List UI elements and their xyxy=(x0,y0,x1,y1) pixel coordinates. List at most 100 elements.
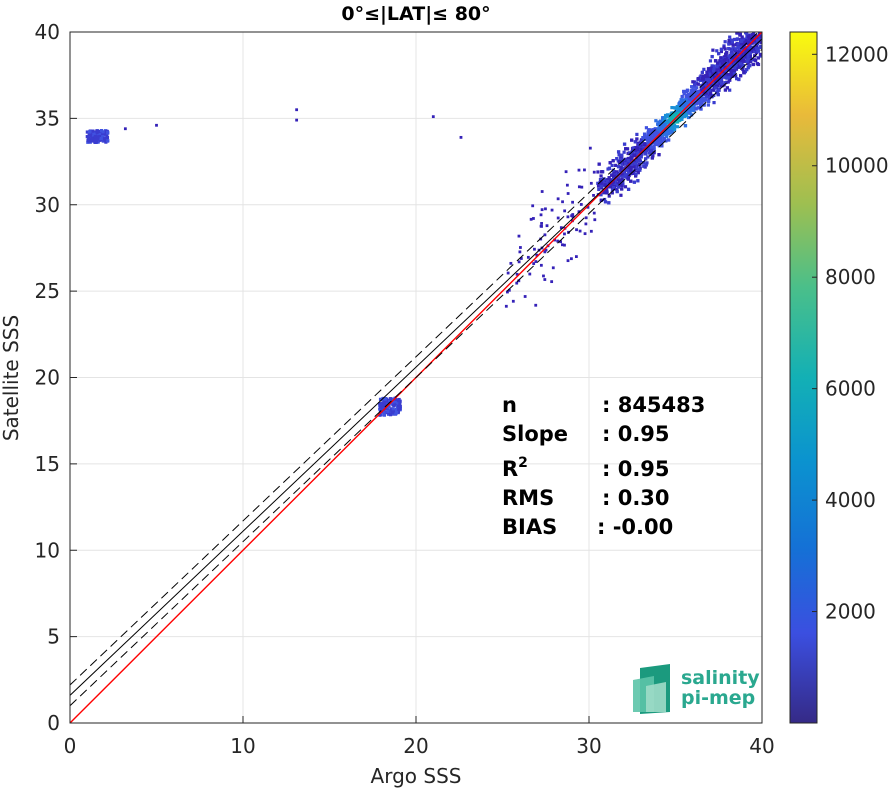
x-tick-label: 30 xyxy=(576,734,601,758)
density-cell xyxy=(717,52,721,56)
density-cell xyxy=(678,100,682,104)
density-cell xyxy=(735,32,739,35)
density-cell xyxy=(687,107,691,111)
density-cell xyxy=(656,122,660,126)
density-cell xyxy=(723,88,728,92)
x-tick-label: 40 xyxy=(749,734,774,758)
density-cell xyxy=(669,125,673,129)
density-cell xyxy=(526,255,530,259)
density-cell xyxy=(637,162,641,167)
stat-bias-value: : -0.00 xyxy=(597,515,673,539)
density-cell xyxy=(706,80,710,84)
density-cell xyxy=(707,77,712,82)
density-cell xyxy=(690,107,695,111)
density-cell xyxy=(511,299,515,303)
density-cell xyxy=(741,63,745,68)
density-cell xyxy=(383,400,387,404)
density-cell xyxy=(378,413,382,417)
density-cell xyxy=(718,59,722,63)
density-cell xyxy=(651,128,655,132)
density-cell xyxy=(634,174,638,178)
density-cell xyxy=(383,398,387,403)
density-cell xyxy=(551,266,555,270)
density-cell xyxy=(723,57,727,62)
density-cell xyxy=(539,213,543,217)
density-cell xyxy=(741,67,745,72)
y-tick-label: 30 xyxy=(35,193,60,217)
density-cell xyxy=(644,163,648,167)
density-cell xyxy=(728,66,733,70)
density-cell xyxy=(688,92,692,97)
density-cell xyxy=(729,70,733,74)
density-cell xyxy=(507,288,511,292)
density-cell xyxy=(730,40,734,44)
density-cell xyxy=(599,174,603,178)
density-cell xyxy=(381,403,385,407)
density-cell xyxy=(608,161,612,165)
density-cell xyxy=(748,43,752,47)
density-cell xyxy=(747,45,751,50)
density-cell xyxy=(517,279,521,283)
stat-n-value: : 845483 xyxy=(602,393,705,417)
density-cell xyxy=(697,95,702,99)
density-cell xyxy=(740,57,744,61)
density-cell xyxy=(589,181,593,185)
density-cell xyxy=(740,35,744,39)
density-cell xyxy=(638,159,643,163)
density-cell xyxy=(391,407,395,411)
density-cell xyxy=(723,40,727,44)
density-cell xyxy=(99,129,104,133)
stat-rms-label: RMS xyxy=(502,486,554,510)
density-cell xyxy=(704,94,709,98)
density-cell xyxy=(626,176,630,180)
density-cell xyxy=(713,79,717,83)
density-cell xyxy=(627,171,631,175)
density-cell xyxy=(719,56,723,60)
density-cell xyxy=(687,109,691,113)
density-cell xyxy=(712,69,716,73)
density-cell xyxy=(397,397,401,402)
stat-r2-label: R2 xyxy=(502,455,528,481)
logo-line2: pi-mep xyxy=(681,687,755,709)
density-cell xyxy=(610,163,614,168)
density-cell xyxy=(610,173,614,177)
density-cell xyxy=(706,86,710,90)
density-cell xyxy=(704,82,708,87)
density-cell xyxy=(703,97,707,101)
density-cell xyxy=(636,171,640,175)
density-cell xyxy=(631,171,635,176)
density-cell xyxy=(571,200,574,204)
density-cell xyxy=(691,88,695,92)
density-cell xyxy=(378,402,383,406)
density-cell xyxy=(559,226,563,230)
density-cell xyxy=(102,137,106,141)
density-cell xyxy=(738,33,742,37)
density-cell xyxy=(106,130,110,134)
density-cell xyxy=(710,69,714,74)
density-cell xyxy=(382,413,386,417)
density-cell xyxy=(736,42,740,46)
density-cell xyxy=(657,153,661,157)
density-cell xyxy=(621,182,625,186)
density-cell xyxy=(675,120,680,124)
density-cell xyxy=(575,228,578,232)
density-cell xyxy=(616,150,621,154)
density-cell xyxy=(388,413,393,417)
density-cell xyxy=(706,76,710,80)
density-cell xyxy=(735,77,739,81)
density-cell xyxy=(646,134,650,138)
density-cell xyxy=(685,88,690,92)
density-cell xyxy=(584,222,588,226)
density-cell xyxy=(616,182,620,186)
density-cell xyxy=(615,172,620,176)
density-cell xyxy=(621,174,625,178)
density-cell xyxy=(629,179,633,183)
density-cell xyxy=(397,408,401,412)
density-cell xyxy=(643,142,647,147)
density-cell xyxy=(639,147,643,151)
y-tick-label: 10 xyxy=(35,538,60,562)
density-cell xyxy=(623,173,627,177)
density-cell xyxy=(523,295,527,298)
density-cell xyxy=(755,62,759,66)
